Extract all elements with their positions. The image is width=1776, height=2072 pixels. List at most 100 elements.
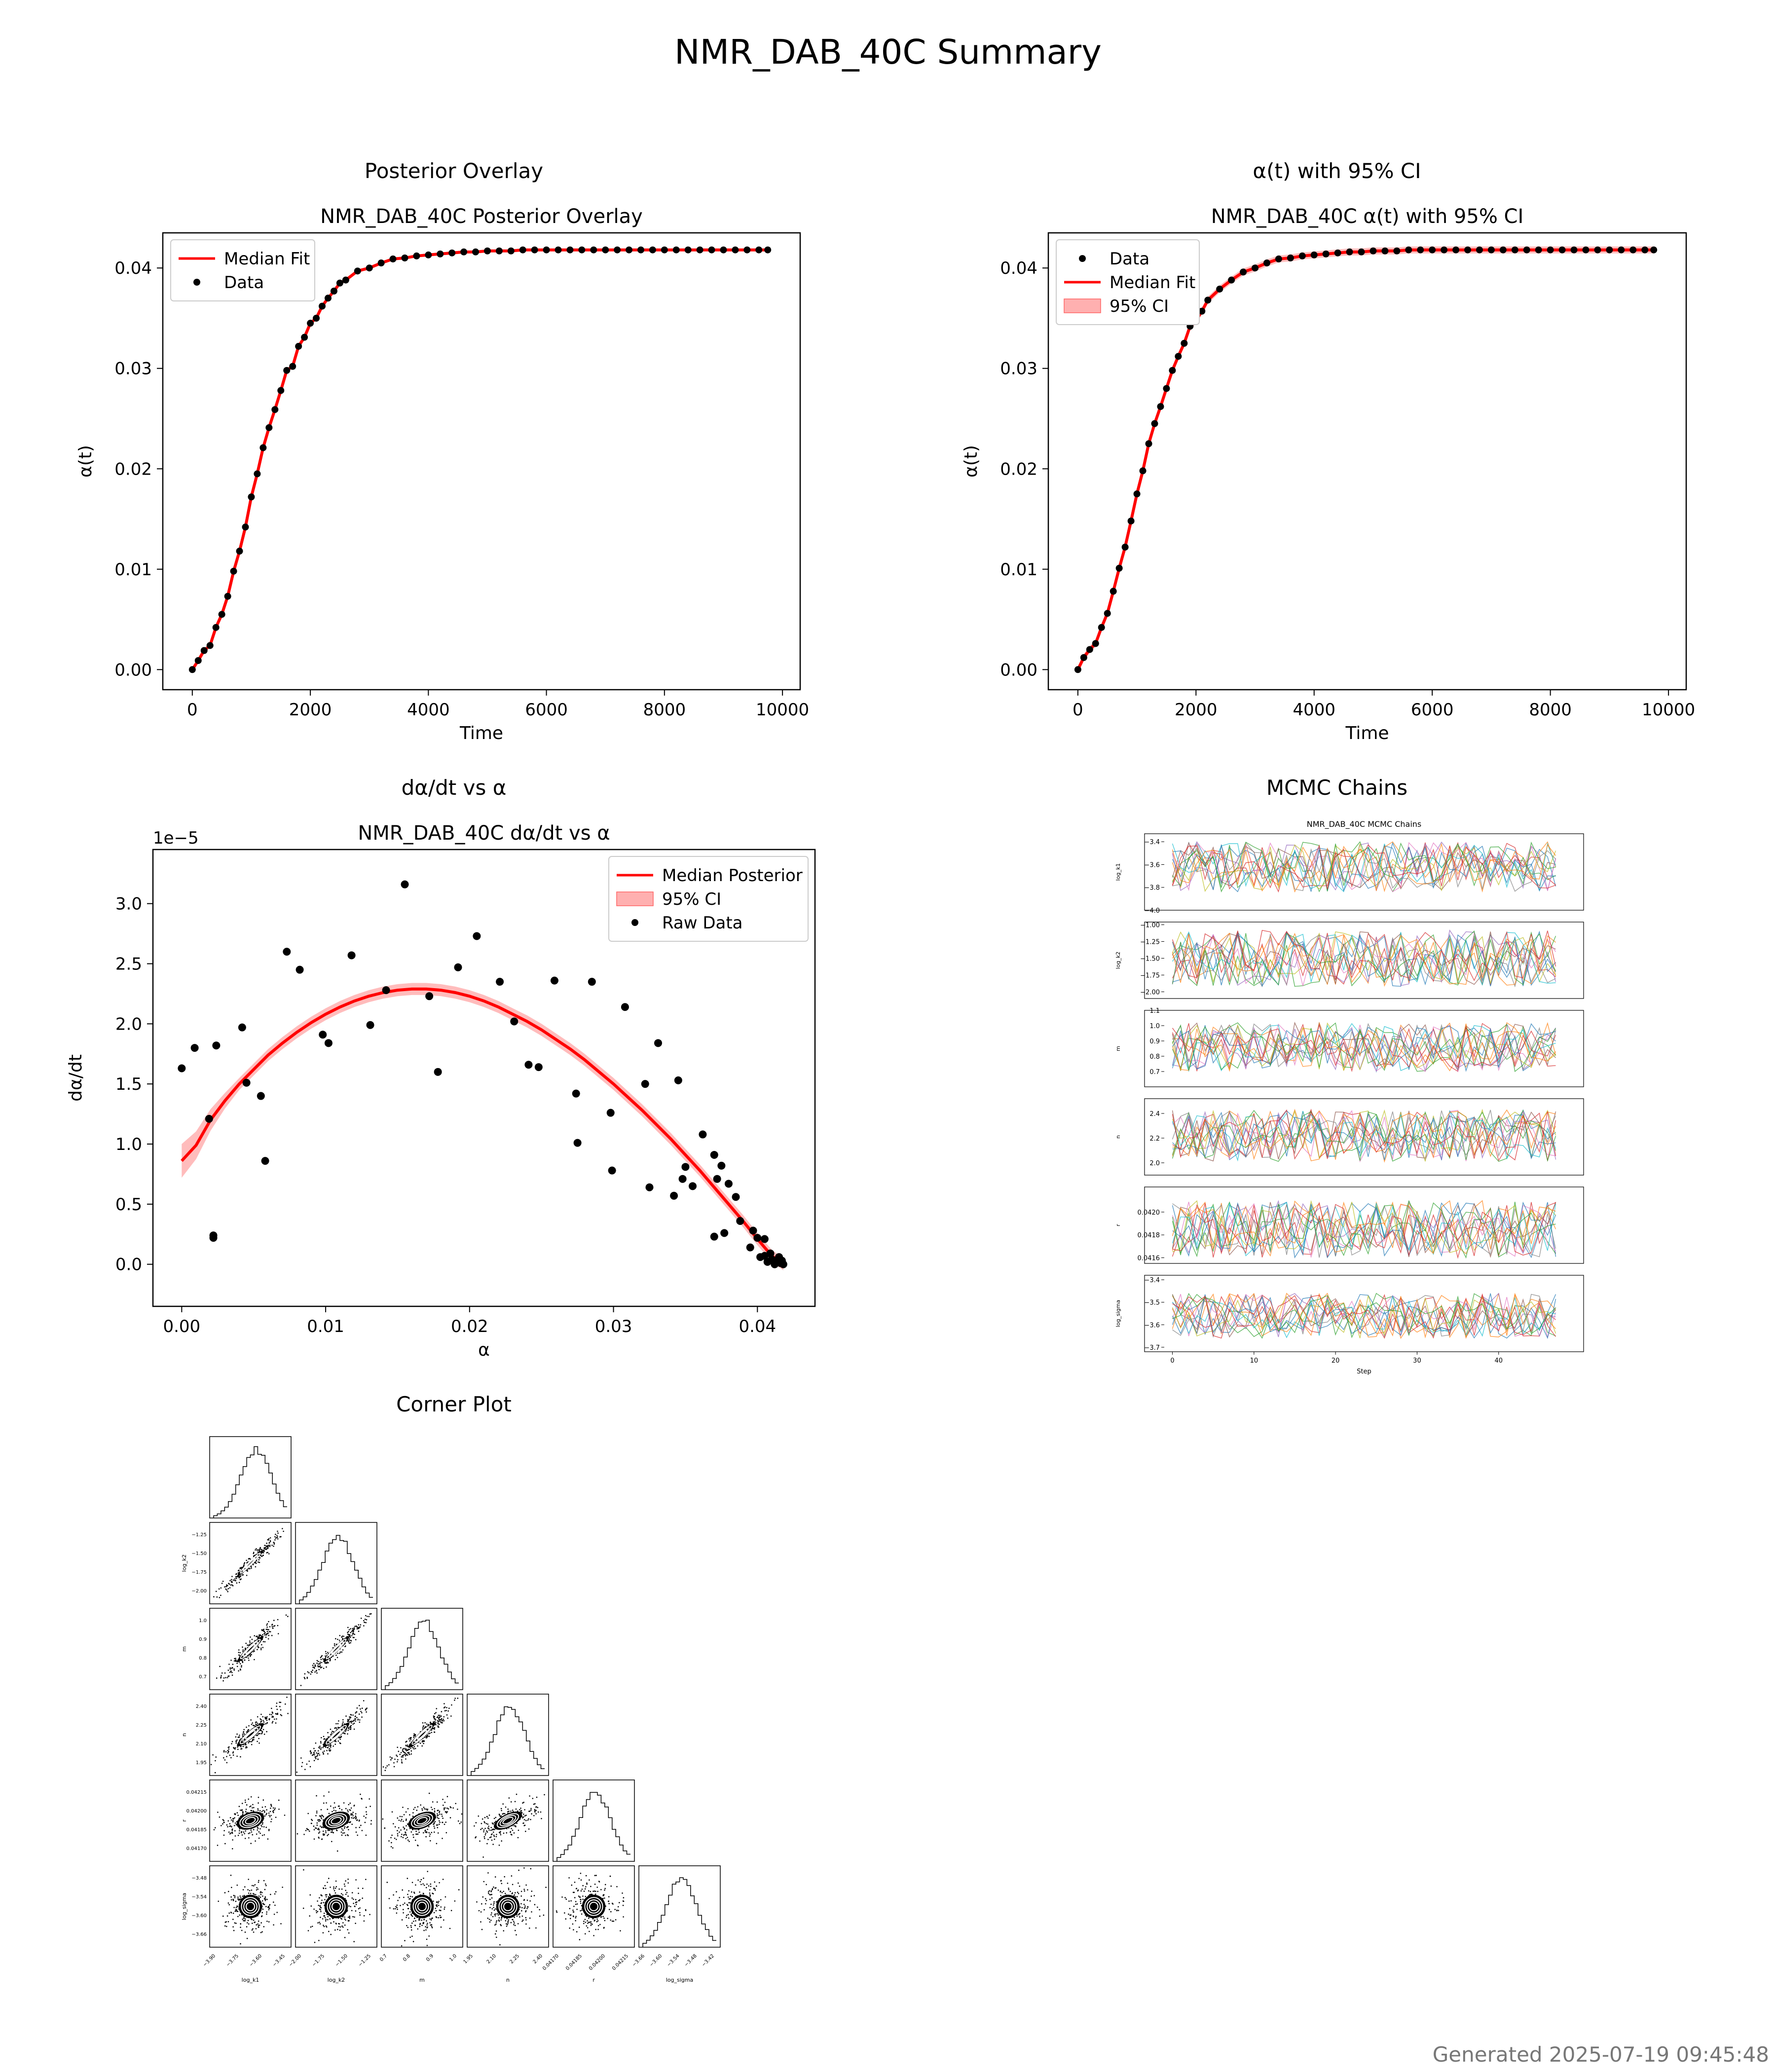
sample-point <box>233 1929 235 1931</box>
sample-point <box>405 1758 407 1760</box>
legend-label: Median Fit <box>1110 273 1195 293</box>
density-contour <box>326 1725 347 1745</box>
sample-point <box>268 1829 270 1830</box>
sample-point <box>351 1910 353 1912</box>
sample-point <box>397 1900 399 1901</box>
sample-point <box>358 1887 359 1889</box>
sample-point <box>274 1808 276 1809</box>
sample-point <box>404 1754 405 1755</box>
sample-point <box>358 1892 359 1894</box>
data-point <box>1618 246 1625 254</box>
sample-point <box>405 1755 407 1757</box>
sample-point <box>359 1914 361 1916</box>
sample-point <box>231 1829 233 1831</box>
chain-trace <box>1172 1293 1556 1338</box>
sample-point <box>327 1882 328 1883</box>
chain-trace <box>1172 1109 1556 1162</box>
sample-point <box>499 1814 500 1816</box>
sample-point <box>573 1905 575 1907</box>
sample-point <box>410 1929 412 1931</box>
sample-point <box>493 1822 495 1823</box>
sample-point <box>255 1549 256 1551</box>
sample-point <box>355 1904 357 1905</box>
sample-point <box>407 1808 409 1810</box>
data-point <box>1127 518 1135 525</box>
sample-point <box>485 1884 487 1886</box>
sample-point <box>253 1810 254 1812</box>
sample-point <box>318 1905 319 1906</box>
sample-point <box>534 1811 536 1813</box>
sample-point <box>257 1888 259 1890</box>
sample-point <box>484 1816 486 1818</box>
sample-point <box>443 1919 444 1921</box>
sample-point <box>338 1888 340 1890</box>
sample-point <box>401 1834 403 1835</box>
sample-point <box>319 1922 320 1923</box>
sample-point <box>430 1721 431 1723</box>
data-point <box>519 246 526 254</box>
sample-point <box>346 1827 348 1828</box>
sample-point <box>318 1752 320 1754</box>
corner-y-axis-label: log_sigma <box>181 1893 187 1921</box>
density-contour <box>331 1730 342 1740</box>
corner-cell-frame <box>467 1865 549 1948</box>
sample-point <box>447 1717 448 1719</box>
sample-point <box>398 1819 400 1821</box>
sample-point <box>251 1638 253 1640</box>
sample-point <box>244 1649 246 1650</box>
data-point <box>1334 249 1341 257</box>
sample-point <box>437 1720 439 1722</box>
sample-point <box>421 1808 423 1810</box>
sample-point <box>609 1875 611 1877</box>
param-axis-label: n <box>1115 1135 1121 1139</box>
sample-point <box>228 1912 230 1914</box>
sample-point <box>235 1742 237 1744</box>
sample-point <box>403 1834 405 1836</box>
sample-point <box>237 1896 239 1898</box>
data-point <box>200 647 208 654</box>
sample-point <box>506 1923 507 1924</box>
sample-point <box>530 1809 532 1811</box>
density-contour <box>245 1816 256 1825</box>
sample-point <box>322 1833 324 1835</box>
sample-point <box>315 1827 316 1829</box>
sample-point <box>428 1832 430 1834</box>
sample-point <box>238 1652 240 1653</box>
sample-point <box>330 1933 332 1935</box>
corner-cell-frame <box>295 1608 377 1690</box>
sample-point <box>426 1920 427 1922</box>
x-tick-label: 2000 <box>1175 700 1218 720</box>
sample-point <box>585 1875 587 1877</box>
sample-point <box>436 1901 438 1903</box>
sample-point <box>249 1642 251 1644</box>
sample-point <box>262 1895 263 1897</box>
sample-point <box>260 1891 261 1892</box>
sample-point <box>607 1918 608 1919</box>
chain-trace <box>1172 1022 1556 1073</box>
sample-point <box>586 1916 588 1918</box>
sample-point <box>492 1831 494 1833</box>
sample-point <box>256 1735 258 1737</box>
sample-point <box>222 1581 224 1582</box>
sample-point <box>444 1811 446 1813</box>
sample-point <box>440 1721 442 1723</box>
sample-point <box>494 1829 495 1830</box>
sample-point <box>494 1924 496 1926</box>
sample-point <box>507 1921 509 1923</box>
sample-point <box>336 1850 338 1852</box>
sample-point <box>250 1654 251 1656</box>
sample-point <box>350 1725 352 1727</box>
density-contour <box>239 1725 261 1744</box>
sample-point <box>265 1906 267 1907</box>
sample-point <box>351 1721 353 1722</box>
sample-point <box>486 1843 488 1845</box>
sample-point <box>419 1891 420 1893</box>
sample-point <box>604 1920 606 1922</box>
sample-point <box>220 1587 222 1589</box>
corner-y-tick-label: −1.25 <box>191 1532 207 1538</box>
data-point <box>1216 285 1223 293</box>
sample-point <box>355 1818 357 1819</box>
sample-point <box>251 1654 252 1656</box>
sample-point <box>313 1752 315 1754</box>
sample-point <box>415 1884 416 1886</box>
